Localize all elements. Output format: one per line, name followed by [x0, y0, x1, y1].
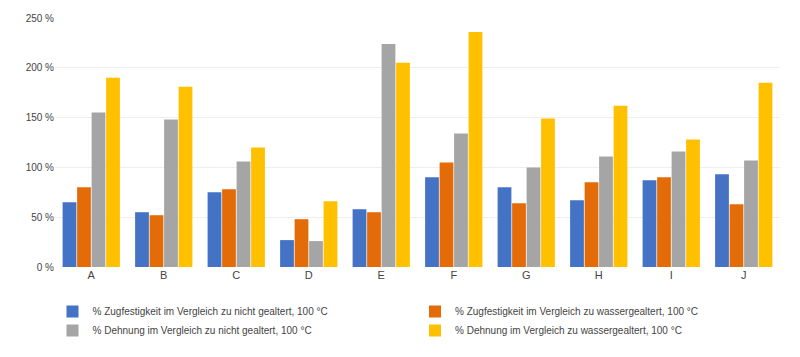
svg-text:% Zugfestigkeit im Vergleich z: % Zugfestigkeit im Vergleich zu wasserge…	[455, 306, 698, 317]
svg-text:50 %: 50 %	[31, 212, 54, 223]
svg-text:0 %: 0 %	[37, 262, 54, 273]
svg-text:150 %: 150 %	[26, 112, 54, 123]
svg-text:% Dehnung im Vergleich zu wass: % Dehnung im Vergleich zu wassergealtert…	[455, 325, 682, 336]
svg-text:E: E	[378, 269, 385, 281]
svg-text:% Dehnung im Vergleich zu nich: % Dehnung im Vergleich zu nicht gealtert…	[93, 325, 312, 336]
svg-text:% Zugfestigkeit im Vergleich z: % Zugfestigkeit im Vergleich zu nicht ge…	[93, 306, 328, 317]
svg-text:I: I	[670, 269, 673, 281]
svg-text:J: J	[741, 269, 747, 281]
svg-text:250 %: 250 %	[26, 13, 54, 24]
svg-text:G: G	[522, 269, 531, 281]
svg-text:100 %: 100 %	[26, 162, 54, 173]
svg-text:D: D	[305, 269, 313, 281]
svg-text:A: A	[88, 269, 96, 281]
svg-text:200 %: 200 %	[26, 62, 54, 73]
svg-text:F: F	[450, 269, 457, 281]
svg-text:C: C	[232, 269, 240, 281]
svg-text:B: B	[160, 269, 167, 281]
svg-text:H: H	[595, 269, 603, 281]
